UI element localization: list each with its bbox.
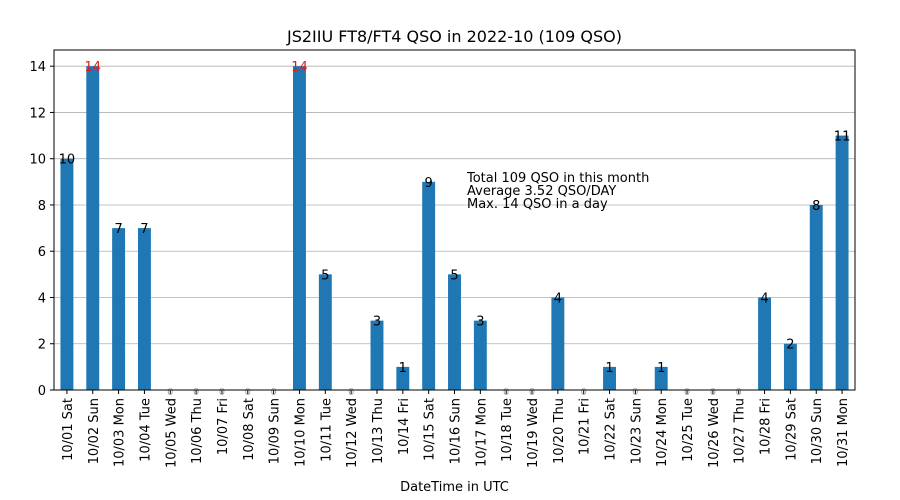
data-label: 1	[657, 361, 665, 376]
bar	[318, 274, 332, 390]
x-tick-label: 10/15 Sat	[423, 398, 438, 461]
x-tick-label: 10/26 Wed	[707, 398, 722, 468]
x-tick-label: 10/10 Mon	[293, 398, 308, 467]
data-label: 10	[59, 153, 76, 168]
x-tick-label: 10/28 Fri	[759, 398, 774, 455]
x-tick-label: 10/05 Wed	[164, 398, 179, 468]
x-axis-label: DateTime in UTC	[400, 480, 509, 495]
bar	[809, 204, 823, 390]
bar	[370, 320, 384, 390]
x-tick-label: 10/03 Mon	[113, 398, 128, 467]
bar	[783, 343, 797, 390]
data-label: 4	[760, 291, 768, 306]
x-tick-label: 10/30 Sun	[810, 398, 825, 464]
x-tick-label: 10/09 Sun	[268, 398, 283, 464]
x-tick-label: 10/20 Thu	[552, 398, 567, 464]
x-tick-label: 10/16 Sun	[449, 398, 464, 464]
bar	[137, 228, 151, 390]
x-tick-label: 10/25 Tue	[681, 398, 696, 462]
x-tick-label: 10/08 Sat	[242, 398, 257, 461]
y-tick-label: 2	[38, 338, 46, 353]
data-label: 11	[834, 130, 851, 145]
x-tick-label: 10/22 Sat	[604, 398, 619, 461]
x-axis: 10/01 Sat 10/02 Sun 10/03 Mon 10/04 Tue 10/0…	[61, 390, 851, 468]
x-tick-label: 10/24 Mon	[655, 398, 670, 467]
data-label: 2	[786, 338, 794, 353]
x-tick-label: 10/02 Sun	[87, 398, 102, 464]
data-label: 1	[399, 361, 407, 376]
bar	[293, 66, 306, 390]
data-label: 7	[114, 222, 122, 237]
x-tick-label: 10/04 Tue	[138, 398, 153, 462]
y-axis: 0 2 4 6 8 10 12 14	[29, 60, 54, 399]
data-label: 5	[450, 268, 458, 283]
bar	[473, 320, 487, 390]
data-label: 5	[321, 268, 329, 283]
bar	[396, 366, 410, 390]
data-label: 4	[554, 291, 562, 306]
x-tick-label: 10/14 Fri	[397, 398, 412, 455]
data-label: 3	[476, 315, 484, 330]
x-tick-label: 10/27 Thu	[733, 398, 748, 464]
bar	[654, 366, 668, 390]
bars-group	[60, 66, 849, 390]
bar	[835, 135, 849, 390]
x-tick-label: 10/11 Tue	[319, 398, 334, 462]
bar	[603, 366, 616, 390]
y-tick-label: 12	[29, 106, 46, 121]
data-label: 14	[291, 60, 308, 75]
annotation-line: Average 3.52 QSO/DAY	[467, 184, 616, 199]
bar	[758, 297, 772, 390]
x-tick-label: 10/13 Thu	[371, 398, 386, 464]
bar	[448, 274, 461, 390]
x-tick-label: 10/29 Sat	[784, 398, 799, 461]
x-tick-label: 10/06 Thu	[190, 398, 205, 464]
x-tick-label: 10/12 Wed	[345, 398, 360, 468]
bar	[551, 297, 565, 390]
bar	[86, 66, 100, 390]
x-tick-label: 10/07 Fri	[216, 398, 231, 455]
x-tick-label: 10/17 Mon	[474, 398, 489, 467]
data-label: 1	[605, 361, 613, 376]
data-label: 7	[140, 222, 148, 237]
data-label: 9	[425, 176, 433, 191]
y-tick-label: 6	[38, 245, 46, 260]
y-tick-label: 4	[38, 291, 46, 306]
chart-title: JS2IIU FT8/FT4 QSO in 2022-10 (109 QSO)	[286, 27, 622, 46]
y-tick-label: 8	[38, 199, 46, 214]
bar	[422, 181, 436, 390]
x-tick-label: 10/19 Wed	[526, 398, 541, 468]
x-tick-label: 10/01 Sat	[61, 398, 76, 461]
bar	[112, 228, 126, 390]
data-label: 8	[812, 199, 820, 214]
data-label: 3	[373, 315, 381, 330]
y-tick-label: 10	[29, 153, 46, 168]
bar	[60, 158, 74, 390]
x-tick-label: 10/23 Sun	[629, 398, 644, 464]
y-tick-label: 0	[38, 384, 46, 399]
annotation-line: Max. 14 QSO in a day	[467, 197, 608, 212]
y-tick-label: 14	[29, 60, 46, 75]
x-tick-label: 10/21 Fri	[578, 398, 593, 455]
x-tick-label: 10/31 Mon	[836, 398, 851, 467]
x-tick-label: 10/18 Tue	[500, 398, 515, 462]
annotation-line: Total 109 QSO in this month	[466, 171, 649, 186]
data-label: 14	[84, 60, 101, 75]
